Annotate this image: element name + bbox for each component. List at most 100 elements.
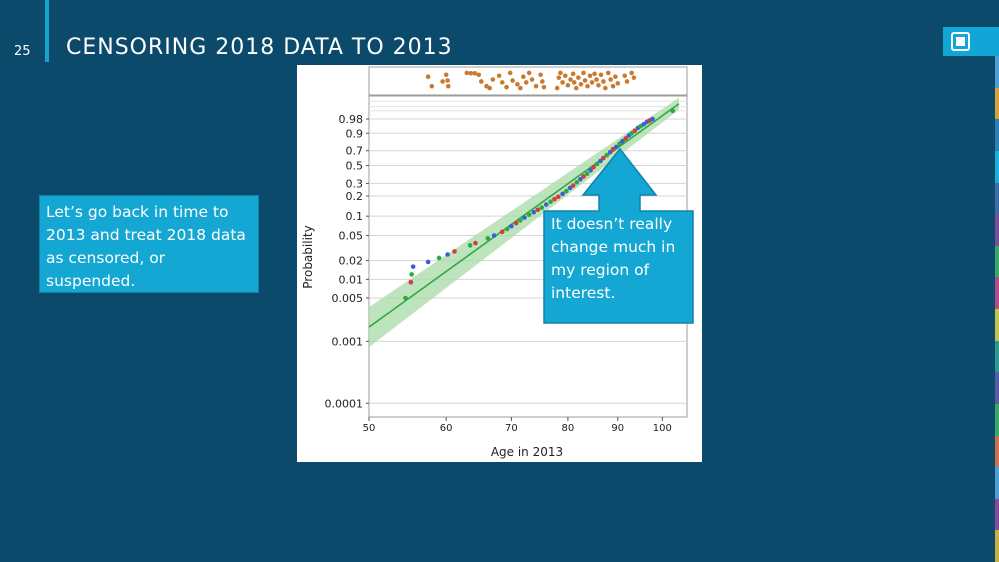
censored-point (445, 83, 451, 89)
censored-point (629, 70, 634, 76)
strip-segment (995, 245, 999, 278)
censored-point (541, 84, 547, 90)
callout-right: It doesn’t really change much in my regi… (543, 147, 695, 324)
y-tick-label: 0.005 (332, 292, 364, 305)
x-tick-label: 70 (505, 423, 518, 434)
x-tick-label: 100 (653, 423, 672, 434)
strip-segment (995, 119, 999, 151)
y-tick-label: 0.3 (346, 177, 364, 190)
censored-point (631, 75, 637, 80)
censored-point (507, 70, 513, 76)
failure-point (581, 174, 586, 179)
failure-point (409, 272, 414, 277)
strip-segment (995, 87, 999, 120)
failure-point (623, 136, 628, 141)
censored-point (562, 73, 568, 79)
failure-point (574, 180, 580, 185)
failure-point (601, 155, 606, 161)
censored-point (529, 77, 535, 82)
failure-point (588, 168, 593, 173)
censored-point (589, 80, 595, 85)
censored-point (515, 82, 520, 87)
slide-title: CENSORING 2018 DATA TO 2013 (66, 35, 453, 60)
title-accent-bar (45, 0, 49, 62)
failure-points (403, 108, 676, 301)
y-tick-label: 0.5 (346, 160, 364, 173)
failure-point (425, 259, 431, 265)
callout-left: Let’s go back in time to 2013 and treat … (39, 195, 259, 293)
x-tick-label: 60 (440, 423, 453, 434)
strip-segment (995, 530, 999, 562)
y-tick-label: 0.98 (339, 113, 364, 126)
failure-point (499, 229, 505, 235)
censored-point (613, 74, 618, 79)
censored-point (445, 78, 450, 83)
censored-point (429, 83, 435, 89)
censored-point (615, 81, 621, 86)
strip-segment (995, 403, 999, 436)
failure-point (614, 144, 619, 150)
censored-point (581, 70, 586, 76)
failure-point (650, 116, 655, 122)
failure-point (620, 138, 625, 144)
censored-point (425, 74, 431, 79)
failure-point (670, 108, 676, 114)
censored-point (479, 79, 484, 84)
failure-point (629, 130, 634, 136)
strip-segment (995, 435, 999, 468)
censored-point (518, 85, 523, 91)
strip-segment (995, 467, 999, 499)
failure-point (632, 128, 638, 134)
y-tick-label: 0.02 (339, 255, 364, 268)
censored-point (605, 70, 611, 76)
failure-point (504, 226, 510, 232)
censored-point (560, 80, 565, 85)
failure-point (485, 236, 491, 241)
x-tick-label: 80 (562, 423, 575, 434)
failure-point (604, 152, 610, 158)
censored-point (472, 70, 478, 76)
failure-point (567, 185, 573, 191)
censored-point (576, 75, 581, 80)
strip-segment (995, 372, 999, 404)
x-tick-label: 50 (363, 423, 376, 434)
strip-segment (995, 498, 999, 531)
censored-point (476, 72, 482, 78)
censored-point (582, 78, 588, 83)
censored-point (624, 79, 630, 84)
failure-point (548, 199, 553, 205)
failure-point (473, 240, 478, 246)
censored-point (554, 85, 560, 91)
x-tick-labels: 50 60 70 80 90 100 (363, 417, 672, 434)
strip-segment (995, 214, 999, 246)
censored-point (578, 82, 584, 87)
strip-segment (995, 277, 999, 309)
censored-point (504, 84, 509, 90)
censored-point (440, 79, 445, 84)
failure-point (509, 223, 514, 229)
failure-point (560, 191, 565, 197)
censored-point (568, 77, 573, 82)
strip-segment (995, 182, 999, 215)
censored-point (521, 74, 526, 79)
failure-point (543, 202, 549, 207)
censored-point (573, 85, 579, 91)
slide-number: 25 (14, 44, 31, 59)
censored-point (570, 71, 576, 77)
logo-badge (943, 27, 999, 56)
failure-point (522, 215, 527, 220)
censored-point (533, 83, 539, 89)
y-axis-label: Probability (301, 225, 315, 288)
censored-points (425, 70, 637, 91)
y-tick-label: 0.0001 (325, 397, 364, 410)
censored-point (571, 80, 577, 85)
failure-point (607, 149, 613, 155)
callout-left-text: Let’s go back in time to 2013 and treat … (46, 203, 246, 290)
failure-point (570, 183, 576, 188)
y-tick-label: 0.05 (339, 230, 364, 243)
strip-segment (995, 150, 999, 183)
censored-point (499, 80, 505, 85)
failure-point (467, 243, 473, 248)
failure-point (594, 161, 600, 167)
failure-point (539, 205, 545, 210)
